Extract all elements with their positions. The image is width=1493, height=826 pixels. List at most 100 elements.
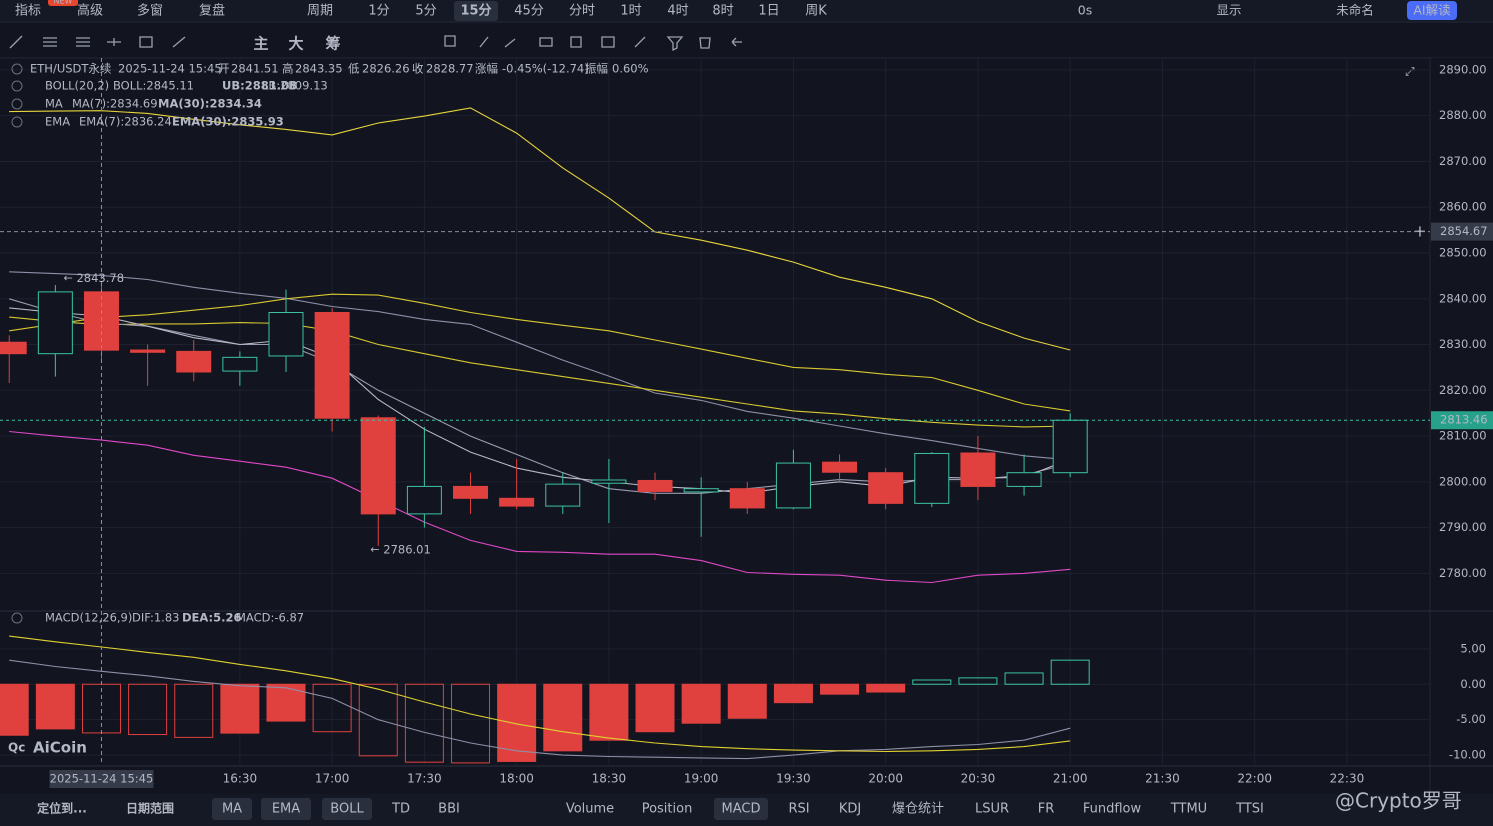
y-tick-label: 2800.00 — [1439, 474, 1487, 488]
bottom-control[interactable]: 日期范围 — [126, 801, 174, 816]
y-tick-label: 2890.00 — [1439, 62, 1487, 76]
candle-body — [0, 341, 27, 355]
tool-icon — [43, 37, 57, 47]
indicator-line — [9, 430, 1071, 584]
legend-text: EMA — [45, 115, 70, 129]
y-tick-label: 2870.00 — [1439, 154, 1487, 168]
top-menu-item[interactable]: 复盘 — [199, 3, 225, 19]
indicator-tab[interactable]: MACD — [722, 802, 761, 817]
candle-body — [914, 452, 950, 504]
candle — [729, 481, 765, 514]
top-menu-item[interactable]: 45分 — [514, 4, 544, 19]
indicator-tab[interactable]: KDJ — [839, 802, 861, 817]
tool-icon — [107, 38, 121, 46]
ai-button — [1407, 1, 1457, 20]
top-menu-item[interactable]: 15分 — [460, 3, 491, 19]
top-menu-item[interactable]: 8时 — [712, 4, 733, 19]
indicator-tab[interactable]: LSUR — [975, 802, 1009, 817]
candle — [406, 426, 442, 528]
legend-text: EMA(7):2836.24 — [79, 115, 172, 129]
candle — [683, 477, 719, 537]
top-menu-item[interactable]: 多窗 — [137, 3, 163, 19]
candle-body — [1052, 419, 1088, 474]
top-right-item[interactable]: 显示 — [1216, 3, 1241, 18]
chip — [322, 798, 372, 820]
crosshair-time-tag — [49, 770, 154, 788]
add-icon[interactable]: + — [1413, 222, 1426, 241]
indicator-tab[interactable]: Position — [642, 802, 693, 817]
overlay-tab[interactable]: MA — [222, 802, 242, 817]
overlay-tab[interactable]: BBI — [438, 802, 460, 817]
top-menu-item[interactable]: 1时 — [620, 4, 641, 19]
logo: AiCoin — [33, 739, 87, 757]
candle-body — [591, 479, 627, 484]
macd-bar — [958, 677, 998, 685]
expand-icon[interactable]: ⤢ — [1404, 65, 1415, 79]
badge-text: NEW — [54, 0, 73, 6]
legend-text: MACD(12,26,9) — [45, 611, 132, 625]
x-tick-label: 18:00 — [499, 772, 534, 786]
legend-text: 0.60% — [612, 62, 649, 76]
tool-icon — [9, 35, 23, 49]
overlay-tab[interactable]: BOLL — [330, 802, 364, 817]
legend-text: BOLL(20,2) — [45, 79, 109, 93]
macd-bar — [589, 683, 629, 741]
candle — [360, 415, 396, 546]
legend-toggle[interactable] — [11, 80, 23, 92]
candle — [1052, 413, 1088, 478]
legend-toggle[interactable] — [11, 98, 23, 110]
x-tick-label: 21:00 — [1053, 772, 1088, 786]
bottom-control[interactable]: 定位到... — [37, 801, 87, 816]
y-tick-label: 2820.00 — [1439, 383, 1487, 397]
legend-text: 振幅 — [585, 62, 608, 76]
legend-toggle[interactable] — [11, 612, 23, 624]
top-right-item[interactable]: 0s — [1078, 3, 1092, 18]
macd-bar — [128, 683, 168, 736]
candle-body — [683, 488, 719, 493]
legend-text: EMA(30):2835.93 — [172, 115, 284, 129]
indicator-tab[interactable]: Fundflow — [1083, 802, 1142, 817]
legend-toggle[interactable] — [11, 116, 23, 128]
top-menu-item[interactable]: 高级 — [77, 3, 103, 19]
top-menu-item[interactable]: 周K — [805, 4, 827, 19]
toolbar-label[interactable]: 筹 — [325, 35, 340, 53]
top-menu-item[interactable]: 分时 — [569, 4, 595, 19]
x-tick-label: 17:00 — [315, 772, 350, 786]
indicator-line — [9, 293, 1071, 412]
top-right-item[interactable]: AI解读 — [1413, 3, 1450, 18]
overlay-tab[interactable]: EMA — [272, 802, 300, 817]
macd-bar — [312, 683, 352, 733]
indicator-tab[interactable]: RSI — [788, 802, 809, 817]
macd-bar — [0, 683, 29, 736]
legend-text: 2826.26 — [362, 62, 410, 76]
top-menu-item[interactable]: 4时 — [667, 4, 688, 19]
crosshair-price-tag — [1431, 222, 1493, 241]
toolbar-label[interactable]: 主 — [253, 35, 268, 53]
top-menu-item[interactable]: 指标 — [15, 4, 41, 19]
top-menu-item[interactable]: 周期 — [307, 4, 333, 19]
indicator-tab[interactable]: TTSI — [1235, 802, 1264, 817]
indicator-tab[interactable]: FR — [1038, 802, 1055, 817]
legend-text: 高 — [282, 62, 294, 76]
candle-body — [222, 356, 258, 372]
macd-bar — [727, 683, 767, 719]
candle — [268, 289, 304, 372]
top-menu-item[interactable]: 1日 — [758, 4, 779, 19]
indicator-tab[interactable]: 爆仓统计 — [892, 802, 944, 817]
indicator-tab[interactable]: Volume — [566, 802, 614, 817]
chip — [261, 798, 311, 820]
candle — [314, 307, 350, 432]
toolbar-label[interactable]: 大 — [288, 35, 303, 53]
legend-toggle[interactable] — [11, 63, 23, 75]
dea-line — [9, 635, 1071, 753]
tool-icon — [139, 36, 153, 48]
drawing-tools — [9, 35, 742, 52]
overlay-tab[interactable]: TD — [391, 802, 410, 817]
candle-body — [360, 417, 396, 515]
legend-text: UB:2881.08 — [222, 79, 297, 93]
top-menu-item[interactable]: 5分 — [415, 4, 436, 19]
top-right-item[interactable]: 未命名 — [1336, 3, 1374, 18]
indicator-tab[interactable]: TTMU — [1170, 802, 1207, 817]
price-annotation: 2786.01 — [383, 542, 431, 556]
top-menu-item[interactable]: 1分 — [368, 4, 389, 19]
